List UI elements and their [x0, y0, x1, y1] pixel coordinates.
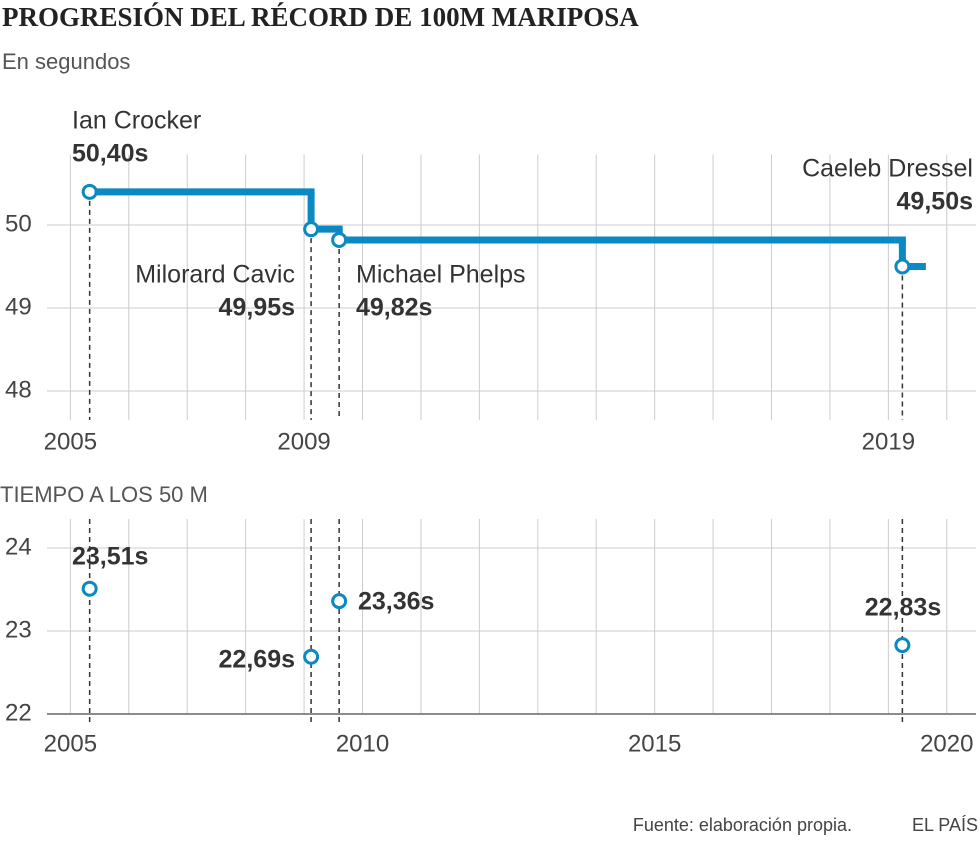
y-tick-label: 22 — [5, 699, 32, 726]
chart-title: PROGRESIÓN DEL RÉCORD DE 100M MARIPOSA — [2, 2, 639, 32]
marker — [81, 580, 98, 597]
x-tick-label: 2009 — [277, 428, 330, 455]
marker — [894, 258, 911, 275]
value-label: 22,69s — [219, 646, 295, 674]
value-label: 50,40s — [72, 140, 148, 168]
credit: EL PAÍS — [912, 815, 978, 835]
record-holder: Ian Crocker — [72, 107, 201, 135]
marker — [303, 221, 320, 238]
panel-title: TIEMPO A LOS 50 M — [0, 482, 208, 507]
value-label: 49,95s — [219, 294, 295, 322]
record-holder: Milorard Cavic — [135, 261, 295, 289]
chart-subtitle: En segundos — [2, 49, 130, 74]
value-label: 49,82s — [356, 294, 432, 322]
x-tick-label: 2015 — [628, 730, 681, 757]
x-tick-label: 2019 — [862, 428, 915, 455]
record-holder: Caeleb Dressel — [802, 155, 973, 183]
record-holder: Michael Phelps — [356, 261, 526, 289]
source: Fuente: elaboración propia. — [633, 815, 852, 835]
y-tick-label: 50 — [5, 210, 32, 237]
x-tick-label: 2020 — [920, 730, 973, 757]
marker — [81, 183, 98, 200]
value-label: 49,50s — [897, 188, 973, 216]
x-tick-label: 2005 — [44, 730, 97, 757]
marker — [303, 648, 320, 665]
value-label: 23,36s — [358, 588, 434, 616]
y-tick-label: 49 — [5, 293, 32, 320]
marker — [331, 231, 348, 248]
value-label: 23,51s — [72, 543, 148, 571]
x-tick-label: 2010 — [336, 730, 389, 757]
value-label: 22,83s — [865, 594, 941, 622]
marker — [331, 593, 348, 610]
y-tick-label: 23 — [5, 616, 32, 643]
x-tick-label: 2005 — [44, 428, 97, 455]
y-tick-label: 24 — [5, 533, 32, 560]
marker — [894, 637, 911, 654]
y-tick-label: 48 — [5, 376, 32, 403]
